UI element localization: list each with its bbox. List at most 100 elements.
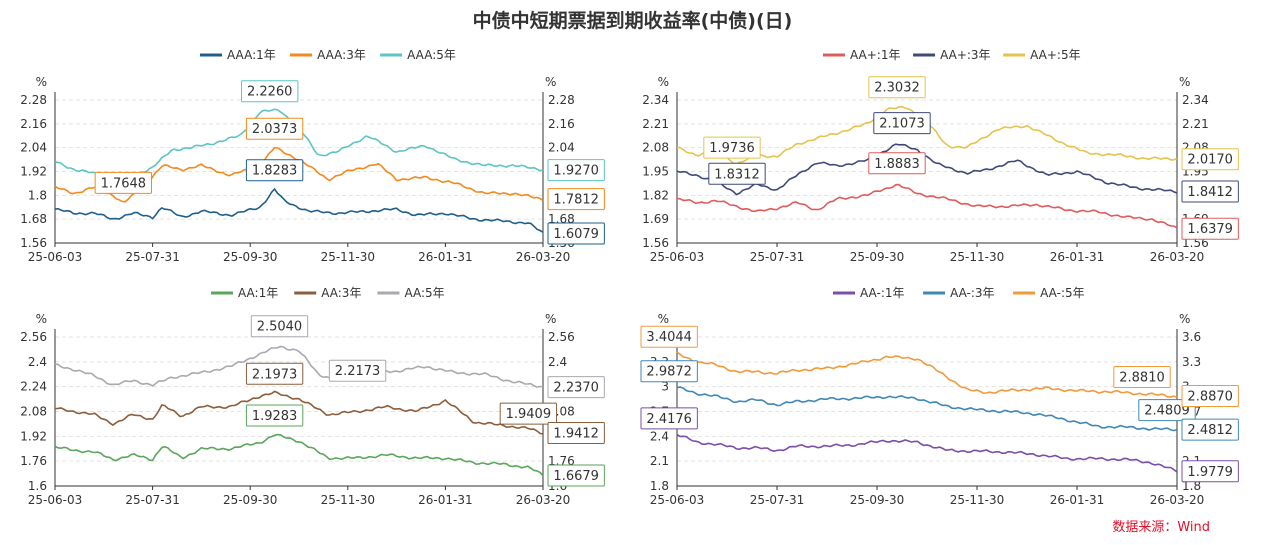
callout-label: 1.9779 — [1187, 465, 1233, 480]
y-unit-left: % — [658, 312, 669, 326]
y-tick-left: 1.8 — [650, 479, 669, 493]
legend-label: AA:3年 — [321, 286, 361, 300]
callout-label: 1.8312 — [714, 167, 760, 182]
callout-box — [245, 404, 304, 427]
callout-label: 1.9736 — [709, 141, 755, 156]
series-line-aa-2 — [54, 345, 544, 388]
callout-label: 1.8883 — [874, 157, 920, 172]
legend-label: AAA:5年 — [407, 48, 456, 62]
legend-label: AAA:3年 — [317, 48, 366, 62]
callout-label: 1.8412 — [1187, 185, 1233, 200]
callout-label: 2.9872 — [646, 365, 692, 380]
y-tick-left: 1.56 — [20, 236, 47, 250]
source-note: 数据来源：Wind — [1112, 520, 1210, 535]
callout-box — [547, 422, 605, 445]
callout-label: 2.4809 — [1144, 404, 1190, 419]
callout-label: 1.6379 — [1187, 222, 1233, 237]
y-tick-right: 3.6 — [1182, 330, 1201, 344]
series-line-aaa-0 — [54, 187, 544, 233]
callout-box — [1113, 366, 1171, 389]
callout-box — [1138, 399, 1196, 422]
y-unit-right: % — [1179, 312, 1190, 326]
callout-box — [640, 360, 698, 383]
y-tick-left: 1.6 — [28, 479, 47, 493]
legend-label: AAA:1年 — [227, 48, 276, 62]
x-tick-label: 25-07-31 — [750, 493, 804, 507]
y-tick-right: 2.16 — [548, 117, 575, 131]
legend-label: AA-:3年 — [950, 286, 995, 300]
y-tick-left: 1.69 — [642, 212, 669, 226]
series-line-aaminus-0 — [676, 433, 1178, 473]
callout-label: 3.4044 — [646, 330, 692, 345]
callout-box — [1181, 148, 1239, 171]
x-tick-label: 25-07-31 — [750, 250, 804, 264]
series-line-aaplus-0 — [676, 183, 1178, 229]
x-tick-label: 25-06-03 — [28, 250, 82, 264]
legend-label: AA:5年 — [404, 286, 444, 300]
y-tick-right: 2.21 — [1182, 117, 1209, 131]
callout-label: 2.0170 — [1187, 153, 1233, 168]
callout-box — [250, 315, 309, 338]
y-tick-left: 2.08 — [20, 405, 47, 419]
callout-box — [868, 76, 926, 99]
callout-label: 2.5040 — [257, 320, 303, 335]
x-tick-label: 26-01-31 — [418, 493, 472, 507]
callout-label: 2.0373 — [252, 122, 298, 137]
y-unit-left: % — [36, 312, 47, 326]
callout-label: 2.8810 — [1119, 371, 1165, 386]
callout-box — [547, 222, 605, 245]
y-tick-left: 1.92 — [20, 429, 47, 443]
callout-box — [1181, 460, 1239, 483]
y-unit-right: % — [1179, 75, 1190, 89]
callout-box — [94, 171, 152, 194]
series-line-aaplus-1 — [676, 143, 1178, 196]
y-tick-left: 3 — [661, 380, 669, 394]
series-line-aaminus-2 — [676, 351, 1178, 399]
callout-label: 2.3032 — [874, 81, 920, 96]
callout-label: 1.7812 — [553, 193, 599, 208]
legend-label: AA+:3年 — [940, 48, 991, 62]
chart-panel-aaplus: 1.561.561.691.691.821.821.951.952.082.08… — [642, 48, 1239, 264]
callout-box — [708, 162, 766, 185]
y-tick-left: 1.92 — [20, 165, 47, 179]
x-tick-label: 25-11-30 — [950, 493, 1004, 507]
callout-box — [499, 402, 558, 425]
callout-box — [1181, 217, 1239, 240]
callout-box — [868, 152, 926, 175]
legend-label: AA-:5年 — [1040, 286, 1085, 300]
x-tick-label: 25-07-31 — [125, 493, 179, 507]
callout-box — [1181, 180, 1239, 203]
y-unit-right: % — [545, 312, 556, 326]
y-tick-left: 2.21 — [642, 117, 669, 131]
x-tick-label: 26-01-31 — [1050, 250, 1104, 264]
callout-label: 2.4812 — [1187, 423, 1233, 438]
chart-panel-aaa: 1.561.561.681.681.81.81.921.922.042.042.… — [20, 48, 605, 264]
y-tick-right: 2.28 — [548, 93, 575, 107]
callout-label: 1.9412 — [553, 427, 599, 442]
callout-box — [640, 325, 698, 348]
y-tick-right: 2.34 — [1182, 93, 1209, 107]
callout-label: 2.2260 — [247, 85, 293, 100]
x-tick-label: 25-06-03 — [650, 250, 704, 264]
callout-label: 2.1073 — [879, 117, 925, 132]
x-tick-label: 26-03-20 — [516, 493, 570, 507]
x-tick-label: 26-03-20 — [516, 250, 570, 264]
legend-label: AA:1年 — [238, 286, 278, 300]
callout-label: 1.7648 — [101, 176, 147, 191]
x-tick-label: 25-11-30 — [950, 250, 1004, 264]
callout-label: 2.2370 — [553, 381, 599, 396]
callout-label: 1.9283 — [252, 409, 298, 424]
callout-label: 1.8283 — [252, 164, 298, 179]
y-tick-left: 1.95 — [642, 165, 669, 179]
legend-label: AA+:1年 — [850, 48, 901, 62]
y-unit-right: % — [545, 75, 556, 89]
callout-box — [873, 112, 931, 135]
callout-box — [1181, 418, 1239, 441]
x-tick-label: 25-06-03 — [650, 493, 704, 507]
x-tick-label: 25-11-30 — [321, 493, 375, 507]
series-line-aa-1 — [54, 390, 544, 435]
y-tick-left: 2.28 — [20, 93, 47, 107]
y-tick-left: 1.76 — [20, 454, 47, 468]
y-tick-right: 2.4 — [548, 355, 567, 369]
